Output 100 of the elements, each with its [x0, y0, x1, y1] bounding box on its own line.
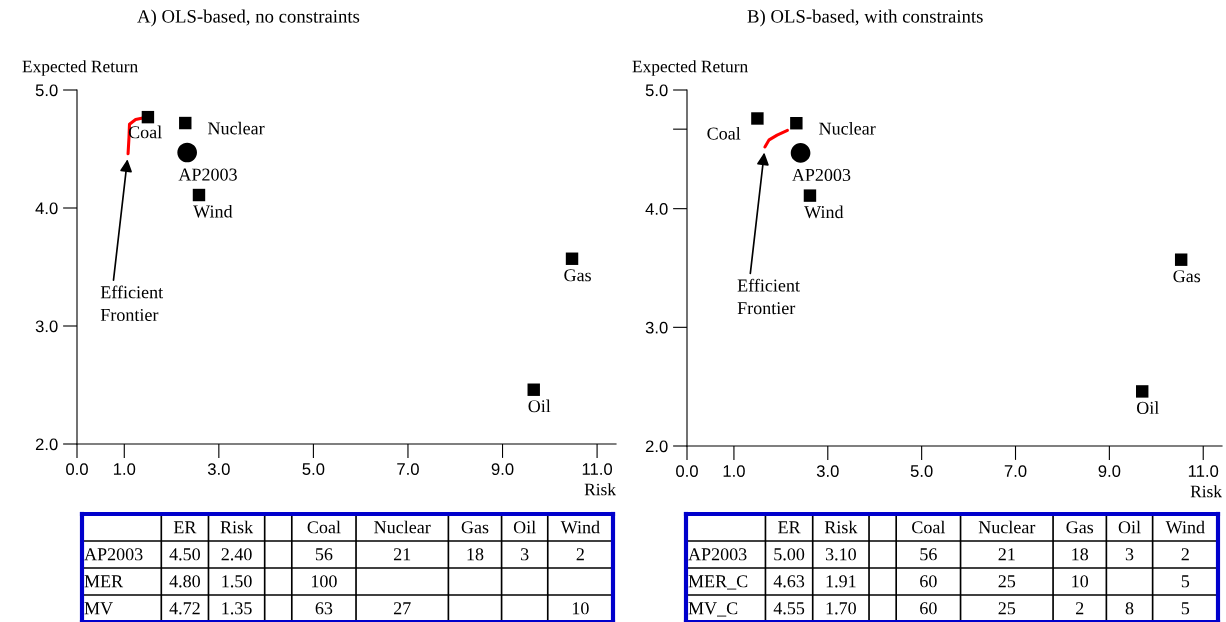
y-tick-label: 2.0	[35, 438, 58, 451]
y-axis-title: Expected Return	[22, 60, 138, 76]
category-label: Risk	[824, 520, 858, 534]
annotation: Efficient Frontier	[737, 278, 800, 315]
point	[565, 252, 579, 265]
category-label: Oil	[1118, 520, 1141, 534]
x-tick-label: 7.0	[1004, 465, 1027, 477]
x-tick-label: 11.0	[582, 463, 613, 475]
y-tick-label: 3.0	[645, 321, 668, 334]
text: 1.70	[826, 602, 856, 615]
category-label: AP2003	[84, 548, 143, 561]
point	[527, 383, 540, 396]
series-label: AP2003	[178, 168, 237, 181]
text: 56	[315, 548, 333, 561]
series-label: Coal	[707, 126, 741, 140]
y-axis-title: Expected Return	[632, 60, 748, 76]
category-label: AP2003	[688, 548, 747, 561]
y-tick-label: 5.0	[645, 84, 668, 97]
x-tick-label: 0.0	[66, 463, 88, 475]
series-label: Nuclear	[819, 121, 876, 135]
point	[179, 116, 192, 130]
text: 18	[1072, 548, 1089, 561]
category-label: Risk	[220, 520, 254, 534]
text: 2	[1181, 548, 1189, 561]
category-label: Nuclear	[374, 520, 431, 534]
text: 1.91	[826, 575, 856, 588]
category-label: Coal	[912, 520, 946, 534]
text: 21	[998, 548, 1015, 561]
point	[790, 143, 811, 163]
text: 2.40	[221, 548, 252, 561]
series-label: Nuclear	[208, 121, 265, 135]
category-label: Nuclear	[978, 520, 1036, 534]
x-tick-label: 7.0	[397, 463, 419, 475]
text: 18	[467, 548, 484, 561]
text: 21	[393, 548, 411, 561]
category-label: Coal	[307, 520, 341, 534]
text: 10	[1072, 575, 1089, 588]
x-tick-label: 5.0	[302, 463, 325, 475]
y-tick-label: 4.0	[645, 203, 668, 215]
text: 5	[1181, 575, 1190, 588]
text: 60	[920, 602, 937, 615]
category-label: MV	[84, 602, 113, 615]
category-label: MER_C	[688, 575, 748, 590]
category-label: Wind	[560, 520, 600, 534]
series-label: Gas	[564, 269, 591, 282]
text: 60	[920, 575, 937, 588]
x-tick-label: 5.0	[910, 465, 933, 477]
text: 10	[572, 602, 589, 615]
y-tick-label: 3.0	[35, 320, 58, 333]
point	[1136, 385, 1149, 398]
text: 1.35	[222, 602, 252, 615]
point	[1174, 253, 1188, 266]
chart-title: B) OLS-based, with constraints	[747, 9, 983, 27]
category-label: ER	[778, 521, 801, 534]
category-label: Wind	[1165, 520, 1205, 534]
series-label: Oil	[1136, 401, 1159, 414]
x-axis-title: Risk	[1190, 485, 1222, 498]
text: 63	[315, 602, 333, 615]
series-label: AP2003	[791, 168, 851, 182]
text: 25	[998, 602, 1016, 615]
x-tick-label: 11.0	[1188, 465, 1219, 477]
y-tick-label: 2.0	[645, 440, 668, 453]
text: 1.50	[222, 575, 252, 588]
series-label: Wind	[193, 204, 233, 218]
x-axis-title: Risk	[584, 483, 616, 496]
annotation: Efficient Frontier	[100, 285, 164, 322]
series-label: Gas	[1173, 270, 1201, 283]
category-label: ER	[173, 521, 197, 534]
series-label: Oil	[528, 399, 551, 413]
x-tick-label: 3.0	[207, 463, 230, 475]
point	[790, 117, 803, 130]
series-label: Wind	[804, 205, 844, 219]
text: 3	[521, 548, 529, 561]
text: 8	[1125, 602, 1134, 615]
text: 27	[393, 602, 411, 615]
category-label: Gas	[1066, 521, 1094, 534]
y-tick-label: 5.0	[35, 84, 58, 97]
line-series	[763, 128, 789, 149]
chart-title: A) OLS-based, no constraints	[137, 9, 360, 27]
category-label: Gas	[461, 521, 489, 534]
text: 2	[1076, 602, 1084, 615]
y-tick-label: 4.0	[35, 202, 58, 215]
text: 5	[1181, 602, 1190, 615]
x-tick-label: 1.0	[113, 463, 136, 475]
x-tick-label: 1.0	[723, 465, 745, 477]
text: 4.80	[169, 575, 200, 588]
category-label: MV_C	[688, 602, 738, 617]
text: 2	[576, 548, 584, 561]
x-tick-label: 0.0	[676, 465, 698, 477]
x-tick-label: 3.0	[816, 465, 839, 477]
text: 3	[1125, 548, 1134, 561]
point	[751, 112, 764, 125]
x-tick-label: 9.0	[1098, 465, 1121, 477]
text: 5.00	[774, 548, 805, 561]
text: 4.72	[169, 602, 200, 615]
text: 3.10	[825, 548, 856, 561]
point	[177, 142, 197, 163]
point	[803, 189, 817, 202]
text: 4.63	[773, 575, 805, 588]
category-label: MER	[84, 575, 124, 588]
